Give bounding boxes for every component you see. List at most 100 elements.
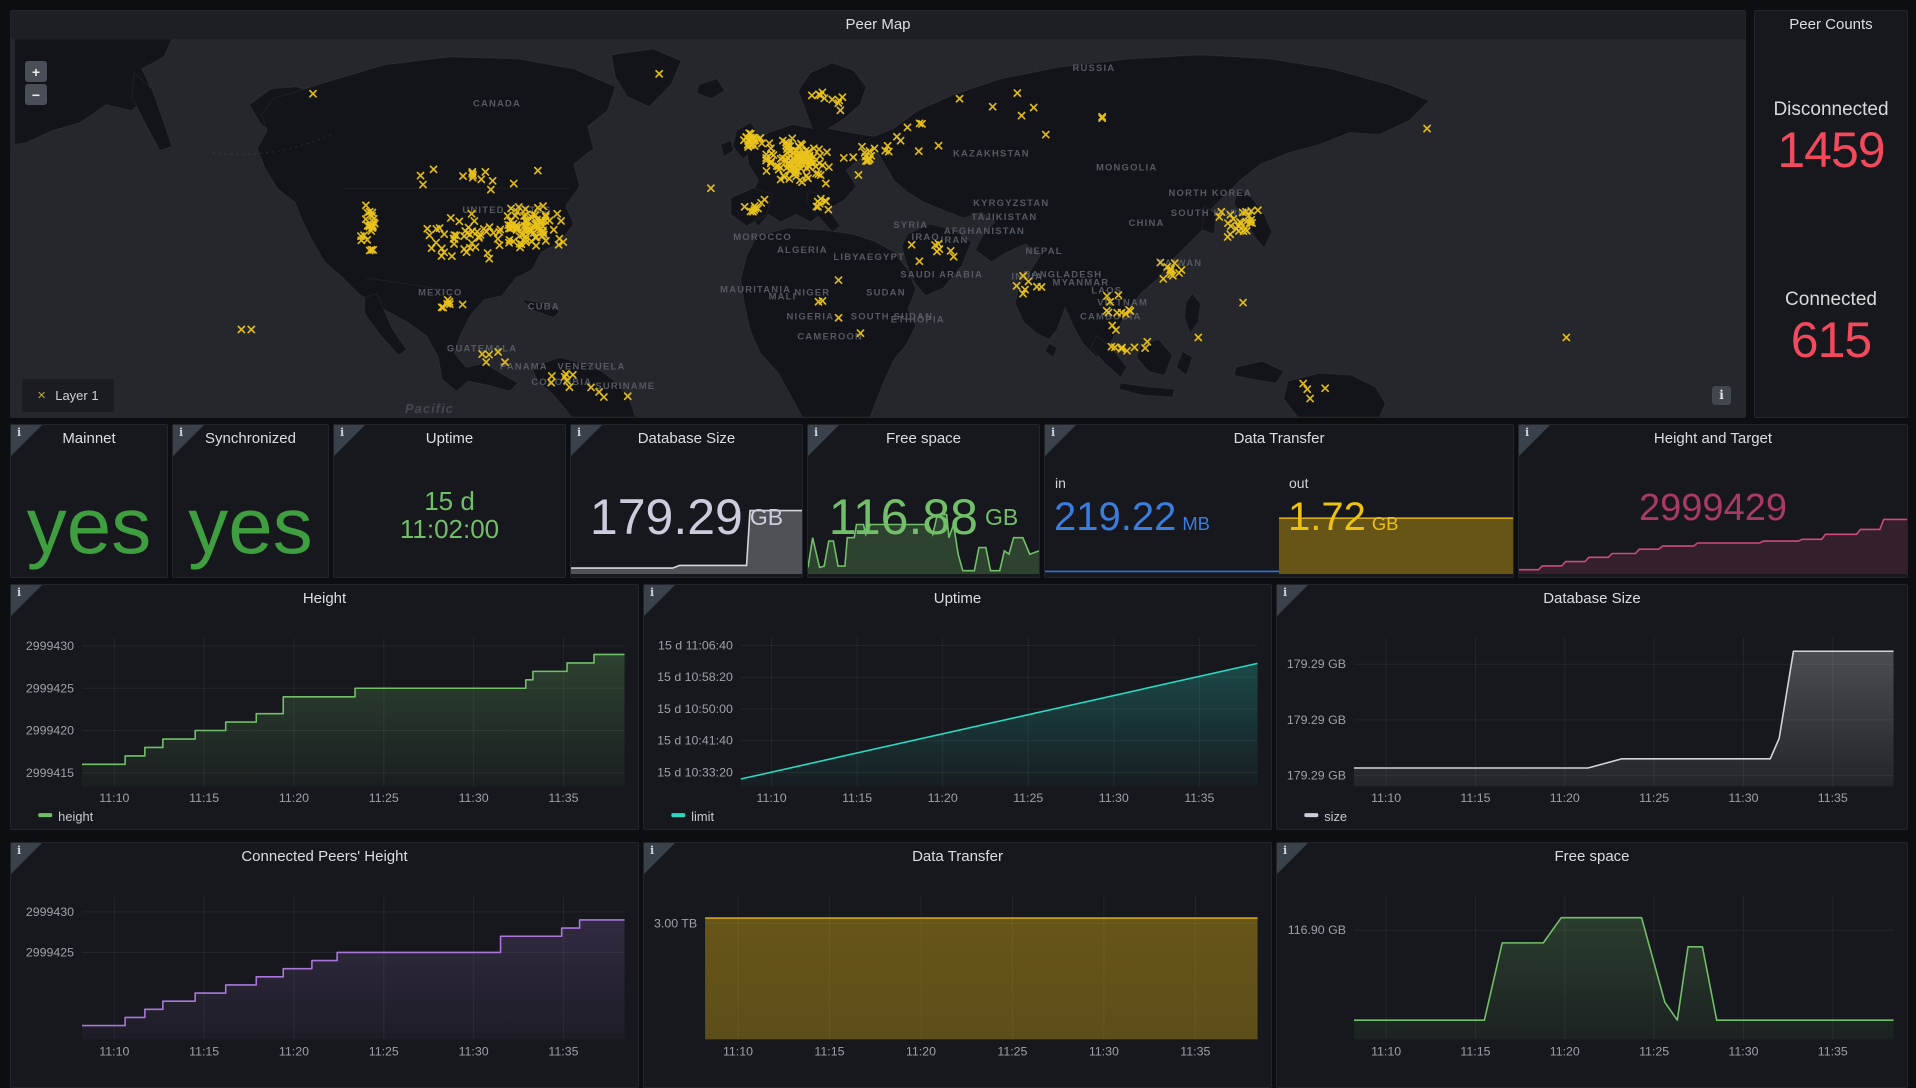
- out-label: out: [1289, 475, 1309, 491]
- country-label: ALGERIA: [777, 245, 828, 256]
- country-label: IRAQ: [912, 232, 940, 243]
- connected-value: 615: [1790, 312, 1872, 368]
- legend-swatch[interactable]: [1304, 813, 1319, 818]
- height-target-value: 2999429: [1639, 486, 1787, 529]
- y-tick-label: 15 d 11:06:40: [658, 638, 733, 652]
- panel-title[interactable]: Uptime: [425, 430, 474, 447]
- connected-peers-height-chart[interactable]: 11:10 11:15 11:20 11:25 11:30 11:35 2999425 299…: [11, 843, 638, 1087]
- info-icon[interactable]: i: [1277, 585, 1308, 616]
- legend-item[interactable]: height: [58, 809, 94, 824]
- y-tick-label: 15 d 10:33:20: [657, 765, 733, 779]
- panel-title[interactable]: Uptime: [933, 590, 982, 607]
- map-zoom-in-button[interactable]: +: [25, 61, 47, 82]
- height-chart[interactable]: 11:10 11:15 11:20 11:25 11:30 11:35 2999415 299…: [11, 585, 638, 829]
- x-tick-label: 11:25: [369, 1044, 399, 1058]
- panel-title[interactable]: Database Size: [1543, 590, 1641, 607]
- y-tick-label: 2999430: [26, 639, 74, 653]
- panel-title[interactable]: Mainnet: [62, 430, 116, 447]
- country-label: VENEZUELA: [558, 361, 626, 372]
- data-transfer-chart[interactable]: 11:10 11:15 11:20 11:25 11:30 11:35 3.00 TB: [644, 843, 1271, 1087]
- stat-panel-mainnet: i Mainnet yes: [10, 424, 168, 578]
- x-tick-label: 11:10: [99, 1044, 129, 1058]
- country-label: MOROCCO: [733, 232, 792, 243]
- map-attribution-button[interactable]: i: [1712, 386, 1731, 405]
- panel-title[interactable]: Synchronized: [205, 430, 296, 447]
- y-tick-label: 15 d 10:41:40: [657, 734, 733, 748]
- synchronized-value: yes: [188, 481, 313, 570]
- panel-title[interactable]: Database Size: [637, 430, 736, 447]
- mainnet-value: yes: [26, 481, 152, 570]
- country-label: CANADA: [473, 99, 521, 110]
- country-label: EGYPT: [867, 252, 905, 263]
- y-tick-label: 15 d 10:58:20: [657, 670, 733, 684]
- series-area: [81, 654, 625, 787]
- legend-swatch[interactable]: [38, 813, 53, 818]
- stat-panel-synchronized: i Synchronized yes: [172, 424, 329, 578]
- country-label: VIETNAM: [1097, 298, 1148, 309]
- country-label: ETHIOPIA: [891, 315, 945, 326]
- x-tick-label: 11:20: [279, 791, 309, 805]
- info-icon[interactable]: i: [173, 425, 204, 456]
- panel-title[interactable]: Data Transfer: [912, 848, 1003, 865]
- x-tick-label: 11:25: [369, 791, 399, 805]
- database-size-sparkline: [571, 508, 802, 574]
- info-icon[interactable]: i: [808, 425, 839, 456]
- database-size-chart[interactable]: 11:10 11:15 11:20 11:25 11:30 11:35 179.29 GB 1…: [1277, 585, 1907, 829]
- panel-title[interactable]: Height: [302, 590, 347, 607]
- peer-marker-icon: [1130, 343, 1139, 352]
- panel-title[interactable]: Height and Target: [1653, 430, 1773, 447]
- map-zoom-out-button[interactable]: −: [25, 84, 47, 105]
- info-icon[interactable]: i: [644, 585, 675, 616]
- country-label: CUBA: [528, 302, 560, 313]
- panel-title[interactable]: Free space: [1554, 848, 1630, 865]
- info-icon[interactable]: i: [11, 425, 42, 456]
- map-layer-legend[interactable]: ✕ Layer 1: [22, 379, 114, 412]
- info-icon[interactable]: i: [1045, 425, 1076, 456]
- x-tick-label: 11:10: [723, 1044, 753, 1058]
- info-icon[interactable]: i: [334, 425, 365, 456]
- x-tick-label: 11:35: [1184, 791, 1214, 805]
- stat-panel-free-space: i Free space 116.88 GB: [807, 424, 1040, 578]
- x-tick-label: 11:10: [757, 791, 787, 805]
- info-icon[interactable]: i: [571, 425, 602, 456]
- country-label: MYANMAR: [1053, 278, 1110, 289]
- y-tick-label: 116.90 GB: [1288, 923, 1346, 937]
- info-icon[interactable]: i: [11, 585, 42, 616]
- country-label: SOUTH SUDAN: [851, 312, 933, 323]
- connected-label: Connected: [1785, 289, 1877, 310]
- info-icon[interactable]: i: [1519, 425, 1550, 456]
- panel-title[interactable]: Connected Peers' Height: [241, 848, 408, 865]
- legend-swatch[interactable]: [671, 813, 686, 818]
- info-icon[interactable]: i: [644, 843, 675, 874]
- uptime-chart[interactable]: 11:10 11:15 11:20 11:25 11:30 11:35 15 d 10:33…: [644, 585, 1271, 829]
- panel-title[interactable]: Data Transfer: [1233, 430, 1325, 447]
- y-tick-label: 179.29 GB: [1287, 657, 1346, 671]
- x-tick-label: 11:25: [1013, 791, 1043, 805]
- country-label: SOUTH KOREA: [1171, 208, 1254, 219]
- x-tick-label: 11:35: [548, 791, 578, 805]
- info-icon[interactable]: i: [1277, 843, 1308, 874]
- country-label: SYRIA: [893, 220, 928, 231]
- peer-map-title[interactable]: Peer Map: [845, 16, 911, 33]
- info-icon[interactable]: i: [11, 843, 42, 874]
- legend-item[interactable]: size: [1324, 809, 1347, 824]
- peer-marker-icon: [237, 325, 246, 334]
- peer-counts-title[interactable]: Peer Counts: [1789, 16, 1873, 33]
- country-label: SURINAME: [595, 381, 655, 392]
- y-tick-label: 2999420: [26, 724, 74, 738]
- country-label: NEPAL: [1025, 246, 1062, 257]
- x-tick-label: 11:30: [1728, 1044, 1758, 1058]
- country-label: NORTH KOREA: [1169, 188, 1252, 199]
- peer-marker-icon: [247, 325, 256, 334]
- panel-title[interactable]: Free space: [885, 430, 962, 447]
- peer-marker-icon: [1562, 333, 1571, 342]
- world-map[interactable]: CANADA UNITED STATES MEXICO GUATEMALA CUBA PA…: [11, 39, 1745, 417]
- country-label: KAZAKHSTAN: [953, 148, 1030, 159]
- free-space-chart[interactable]: 11:10 11:15 11:20 11:25 11:30 11:35 116.90 GB: [1277, 843, 1907, 1087]
- country-label: MAURITANIA: [720, 285, 791, 296]
- y-tick-label: 179.29 GB: [1287, 768, 1346, 782]
- legend-item[interactable]: limit: [691, 809, 714, 824]
- stat-panel-database-size: i Database Size 179.29 GB: [570, 424, 803, 578]
- world-map-svg: CANADA UNITED STATES MEXICO GUATEMALA CUBA PA…: [14, 39, 1571, 417]
- country-label: MALI: [769, 292, 797, 303]
